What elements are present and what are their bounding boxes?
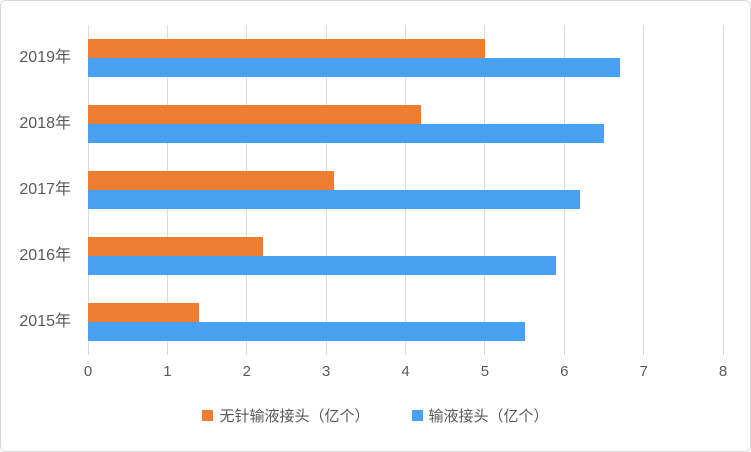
- y-axis-label: 2016年: [19, 247, 71, 264]
- x-axis-tick-label: 8: [718, 363, 728, 380]
- bar-series2-2018年: [88, 124, 604, 143]
- y-axis-label: 2017年: [19, 181, 71, 198]
- x-axis-tick-label: 1: [163, 363, 172, 380]
- legend-item-series1: 无针输液接头（亿个）: [202, 405, 370, 426]
- x-axis-tick-label: 4: [401, 363, 410, 380]
- legend-item-series2: 输液接头（亿个）: [411, 405, 549, 426]
- bar-series1-2018年: [88, 105, 422, 124]
- x-axis-tick-label: 5: [480, 363, 490, 380]
- x-axis-tick-label: 3: [321, 363, 331, 380]
- legend-swatch-icon: [411, 410, 423, 421]
- x-axis-tick-label: 0: [83, 363, 93, 380]
- gridline-x-7: [643, 25, 645, 355]
- x-axis-tick-label: 2: [242, 363, 251, 380]
- bar-series2-2019年: [88, 58, 620, 77]
- y-axis-label: 2015年: [19, 313, 71, 330]
- bar-series2-2017年: [88, 190, 581, 209]
- bar-series1-2015年: [88, 303, 200, 322]
- x-axis-tick-label: 7: [639, 363, 648, 380]
- bar-series1-2017年: [88, 171, 335, 190]
- y-axis-labels: 2019年 2018年 2017年 2016年 2015年: [1, 25, 79, 355]
- legend-label: 输液接头（亿个）: [428, 408, 549, 425]
- y-axis-label: 2019年: [19, 49, 71, 66]
- x-axis-labels: 0 1 2 3 4 5 6 7 8: [84, 363, 727, 383]
- legend: 无针输液接头（亿个） 输液接头（亿个）: [1, 405, 750, 426]
- gridline-x-8: [722, 25, 724, 355]
- x-axis-tick-label: 6: [560, 363, 569, 380]
- y-axis-label: 2018年: [19, 115, 71, 132]
- bar-series2-2015年: [88, 322, 525, 341]
- bar-series2-2016年: [88, 256, 557, 275]
- plot-area: [87, 25, 724, 355]
- bar-series1-2016年: [88, 237, 263, 256]
- legend-label: 无针输液接头（亿个）: [219, 408, 370, 425]
- bar-series1-2019年: [88, 39, 485, 58]
- legend-swatch-icon: [202, 410, 214, 421]
